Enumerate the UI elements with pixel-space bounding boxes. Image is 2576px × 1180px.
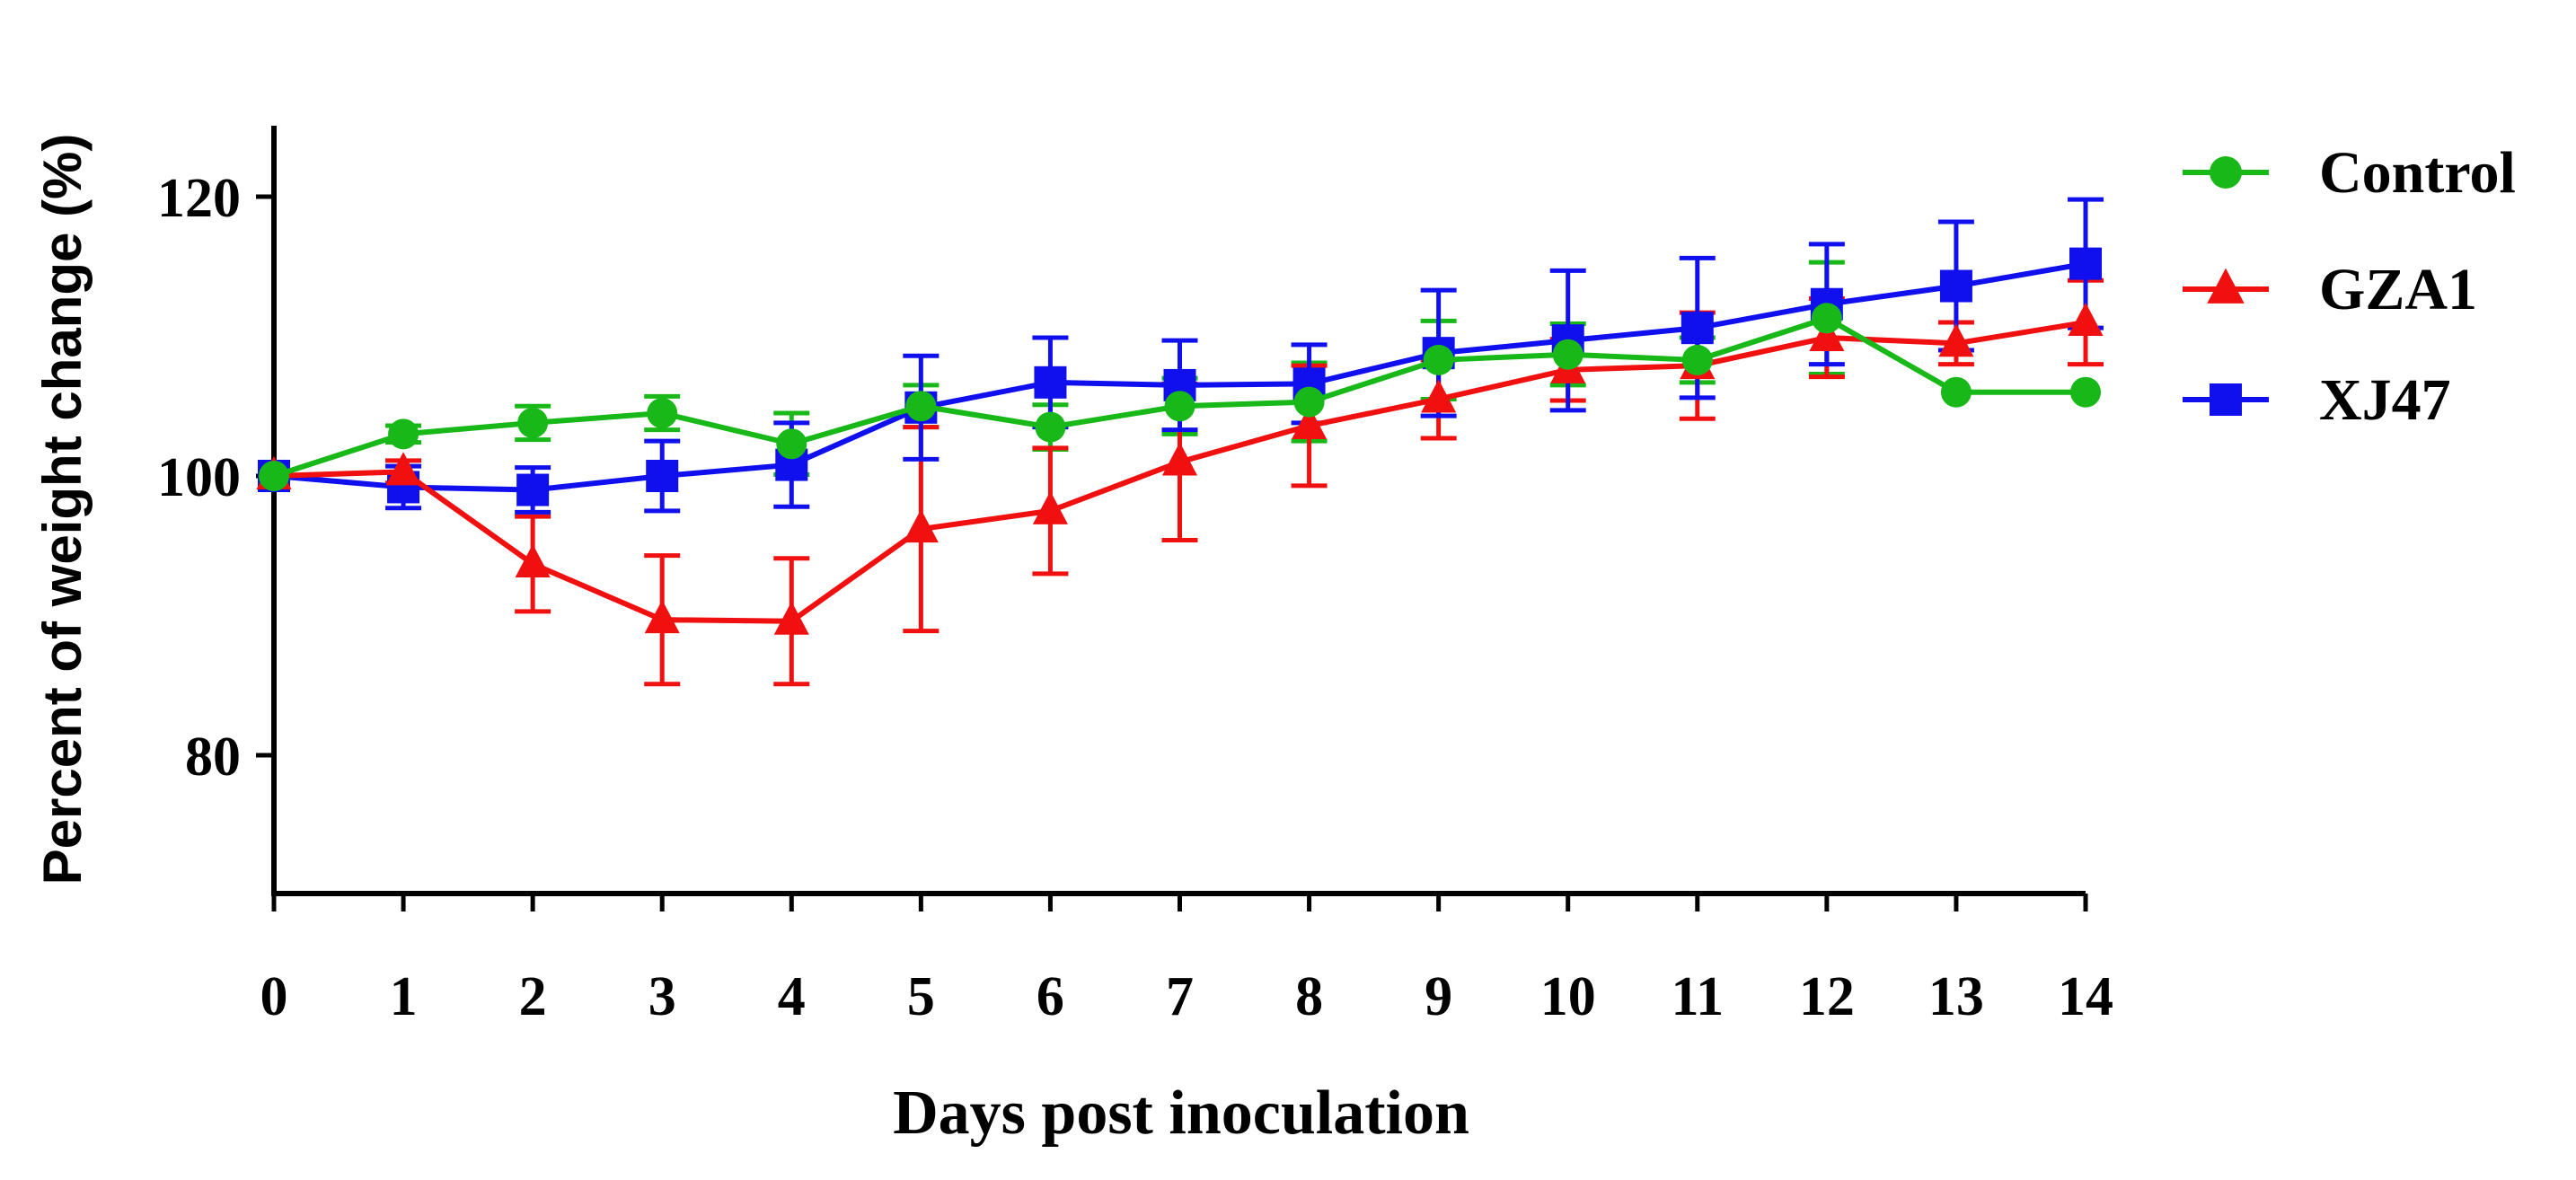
data-point-gza1 bbox=[2068, 302, 2104, 336]
data-point-gza1 bbox=[773, 601, 809, 635]
data-point-xj47 bbox=[1034, 365, 1067, 399]
legend-item-control: Control bbox=[2183, 140, 2516, 206]
y-tick-label: 120 bbox=[157, 168, 241, 229]
data-point-xj47 bbox=[1681, 312, 1714, 345]
data-point-control bbox=[1681, 344, 1713, 375]
data-point-gza1 bbox=[644, 600, 680, 634]
data-point-xj47 bbox=[646, 460, 679, 492]
y-axis-label: Percent of weight change (%) bbox=[32, 134, 93, 885]
data-point-gza1 bbox=[1938, 323, 1974, 357]
x-tick-label: 9 bbox=[1425, 966, 1452, 1027]
x-tick-label: 5 bbox=[907, 966, 935, 1027]
legend-label-gza1: GZA1 bbox=[2319, 257, 2477, 322]
x-tick-label: 6 bbox=[1037, 966, 1064, 1027]
data-point-control bbox=[1811, 303, 1842, 334]
legend-swatch-marker bbox=[2210, 156, 2242, 189]
legend-swatch-marker bbox=[2210, 383, 2242, 416]
data-point-control bbox=[517, 407, 549, 438]
x-tick-label: 14 bbox=[2058, 966, 2113, 1027]
legend-item-gza1: GZA1 bbox=[2183, 257, 2477, 322]
data-point-control bbox=[776, 428, 807, 460]
data-point-xj47 bbox=[1939, 269, 1972, 303]
data-point-control bbox=[1164, 391, 1195, 422]
x-tick-label: 1 bbox=[390, 966, 418, 1027]
legend-swatch-marker bbox=[2207, 268, 2245, 304]
x-tick-label: 10 bbox=[1540, 966, 1596, 1027]
data-point-gza1 bbox=[1161, 442, 1198, 476]
data-point-xj47 bbox=[516, 473, 550, 506]
data-point-gza1 bbox=[515, 543, 551, 577]
x-tick-label: 8 bbox=[1295, 966, 1323, 1027]
x-axis-label: Days post inoculation bbox=[893, 1079, 1469, 1148]
data-point-gza1 bbox=[1421, 379, 1457, 413]
data-point-control bbox=[259, 461, 289, 491]
data-point-xj47 bbox=[2069, 247, 2102, 280]
data-point-gza1 bbox=[385, 452, 421, 486]
x-tick-label: 7 bbox=[1166, 966, 1194, 1027]
x-tick-label: 4 bbox=[778, 966, 806, 1027]
data-point-control bbox=[1035, 411, 1066, 443]
legend-label-xj47: XJ47 bbox=[2319, 367, 2451, 433]
data-point-control bbox=[647, 398, 678, 429]
legend-label-control: Control bbox=[2319, 140, 2516, 206]
data-point-gza1 bbox=[903, 508, 939, 543]
x-tick-label: 0 bbox=[260, 966, 288, 1027]
data-point-control bbox=[2070, 376, 2101, 408]
x-tick-label: 3 bbox=[648, 966, 676, 1027]
y-tick-label: 80 bbox=[185, 726, 241, 788]
y-tick-label: 100 bbox=[157, 447, 241, 508]
data-point-gza1 bbox=[1809, 317, 1845, 352]
x-tick-label: 12 bbox=[1799, 966, 1855, 1027]
data-point-gza1 bbox=[1292, 405, 1328, 440]
data-series bbox=[256, 247, 2104, 635]
legend: Control GZA1 XJ47 bbox=[2183, 140, 2516, 433]
data-point-control bbox=[905, 391, 937, 422]
legend-item-xj47: XJ47 bbox=[2183, 367, 2451, 433]
data-point-control bbox=[1552, 339, 1584, 370]
x-tick-label: 11 bbox=[1671, 966, 1724, 1027]
data-point-gza1 bbox=[1032, 490, 1068, 524]
data-point-control bbox=[1940, 376, 1972, 408]
data-point-control bbox=[1293, 386, 1325, 418]
data-point-control bbox=[388, 418, 419, 450]
data-point-control bbox=[1423, 344, 1454, 375]
x-tick-label: 2 bbox=[519, 966, 547, 1027]
x-tick-label: 13 bbox=[1928, 966, 1984, 1027]
